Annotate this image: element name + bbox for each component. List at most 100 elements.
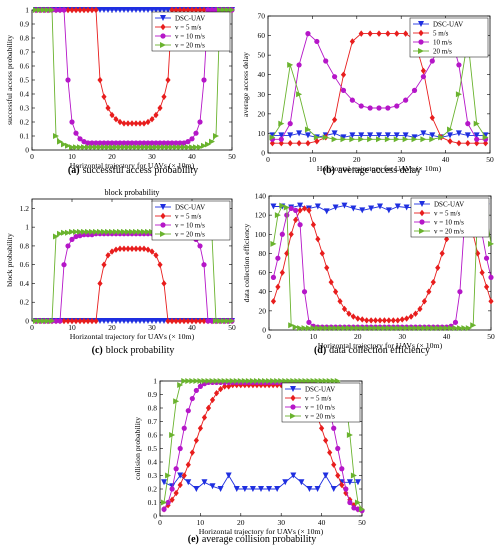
- data-point: [77, 228, 83, 235]
- data-point: [169, 486, 175, 492]
- data-point: [153, 140, 159, 146]
- data-point: [310, 221, 316, 228]
- data-point: [57, 230, 63, 237]
- data-point: [65, 243, 71, 249]
- data-point: [287, 121, 293, 127]
- data-point: [73, 233, 79, 240]
- legend-swatch-marker: [418, 48, 424, 54]
- legend-swatch-marker: [160, 204, 166, 210]
- data-point: [377, 325, 383, 332]
- data-point: [101, 7, 107, 13]
- data-point: [117, 140, 123, 146]
- data-point: [33, 318, 39, 324]
- legend-swatch-marker: [160, 212, 166, 220]
- data-point: [337, 325, 344, 332]
- data-point: [197, 6, 203, 14]
- legend-label: v = 10 m/s: [175, 33, 205, 41]
- x-tick-label: 20: [108, 152, 116, 161]
- data-point: [367, 30, 373, 37]
- data-point: [351, 505, 357, 511]
- data-point: [270, 298, 277, 305]
- data-point: [121, 140, 127, 146]
- y-tick-label: 1: [25, 6, 29, 15]
- data-point: [394, 30, 400, 37]
- data-point: [113, 7, 119, 13]
- legend-label: 5 m/s: [433, 30, 449, 38]
- data-point: [334, 378, 341, 384]
- y-tick-label: 60: [258, 31, 266, 40]
- data-point: [69, 144, 75, 151]
- data-point: [57, 318, 63, 324]
- data-point: [290, 472, 297, 479]
- data-point: [81, 6, 87, 14]
- data-point: [201, 317, 207, 325]
- legend-label: DSC-UAV: [305, 386, 335, 394]
- y-tick-label: 0: [261, 149, 265, 158]
- series-1: [161, 472, 361, 492]
- data-point: [310, 378, 317, 384]
- legend-label: DSC-UAV: [175, 204, 205, 212]
- x-axis-label: Horizontal trajectory for UAVs (× 10m): [318, 341, 443, 350]
- data-point: [93, 140, 99, 146]
- data-point: [363, 325, 370, 332]
- data-point: [323, 58, 329, 64]
- data-point: [77, 317, 83, 325]
- data-point: [229, 318, 235, 324]
- data-point: [474, 140, 480, 147]
- data-point: [331, 136, 338, 143]
- data-point: [189, 449, 195, 456]
- data-point: [33, 7, 39, 13]
- data-point: [177, 445, 183, 452]
- data-point: [197, 383, 203, 389]
- data-point: [394, 103, 400, 109]
- x-tick-label: 20: [237, 518, 245, 527]
- data-point: [332, 204, 339, 211]
- legend-swatch-marker: [418, 29, 424, 37]
- data-point: [173, 140, 179, 146]
- legend-label: 10 m/s: [433, 39, 452, 47]
- data-point: [390, 325, 397, 332]
- data-point: [165, 144, 171, 151]
- data-point: [456, 62, 462, 68]
- data-point: [350, 325, 357, 332]
- y-tick-label: 0.3: [20, 104, 30, 113]
- data-point: [181, 144, 187, 151]
- data-point: [274, 486, 281, 492]
- data-point: [213, 389, 220, 397]
- y-tick-label: 0.4: [20, 90, 30, 99]
- data-point: [439, 250, 445, 257]
- data-point: [482, 132, 489, 139]
- data-point: [69, 119, 75, 125]
- data-point: [393, 132, 400, 139]
- y-tick-label: 30: [258, 90, 266, 99]
- data-point: [141, 144, 147, 151]
- x-tick-label: 0: [30, 152, 34, 161]
- data-point: [385, 105, 391, 111]
- data-point: [346, 432, 353, 438]
- data-point: [125, 7, 131, 13]
- data-point: [225, 318, 231, 324]
- data-point: [350, 472, 357, 479]
- data-point: [279, 202, 286, 209]
- data-point: [125, 140, 131, 146]
- legend-swatch-marker: [160, 222, 166, 228]
- y-tick-label: 0.3: [148, 471, 158, 480]
- y-tick-label: 0.5: [148, 444, 158, 453]
- y-tick-label: 0.6: [20, 260, 30, 269]
- data-point: [101, 318, 107, 324]
- data-point: [324, 264, 330, 271]
- data-point: [129, 120, 135, 127]
- legend-label: DSC-UAV: [434, 201, 464, 209]
- data-point: [241, 486, 248, 492]
- data-point: [169, 432, 176, 438]
- x-tick-label: 10: [68, 323, 76, 332]
- data-point: [161, 506, 167, 512]
- data-point: [411, 134, 418, 141]
- data-point: [393, 136, 400, 143]
- data-point: [193, 144, 199, 151]
- data-point: [465, 140, 471, 147]
- data-point: [306, 207, 312, 214]
- y-tick-label: 0.6: [148, 431, 158, 440]
- data-point: [193, 317, 199, 325]
- legend-swatch-marker: [419, 209, 425, 217]
